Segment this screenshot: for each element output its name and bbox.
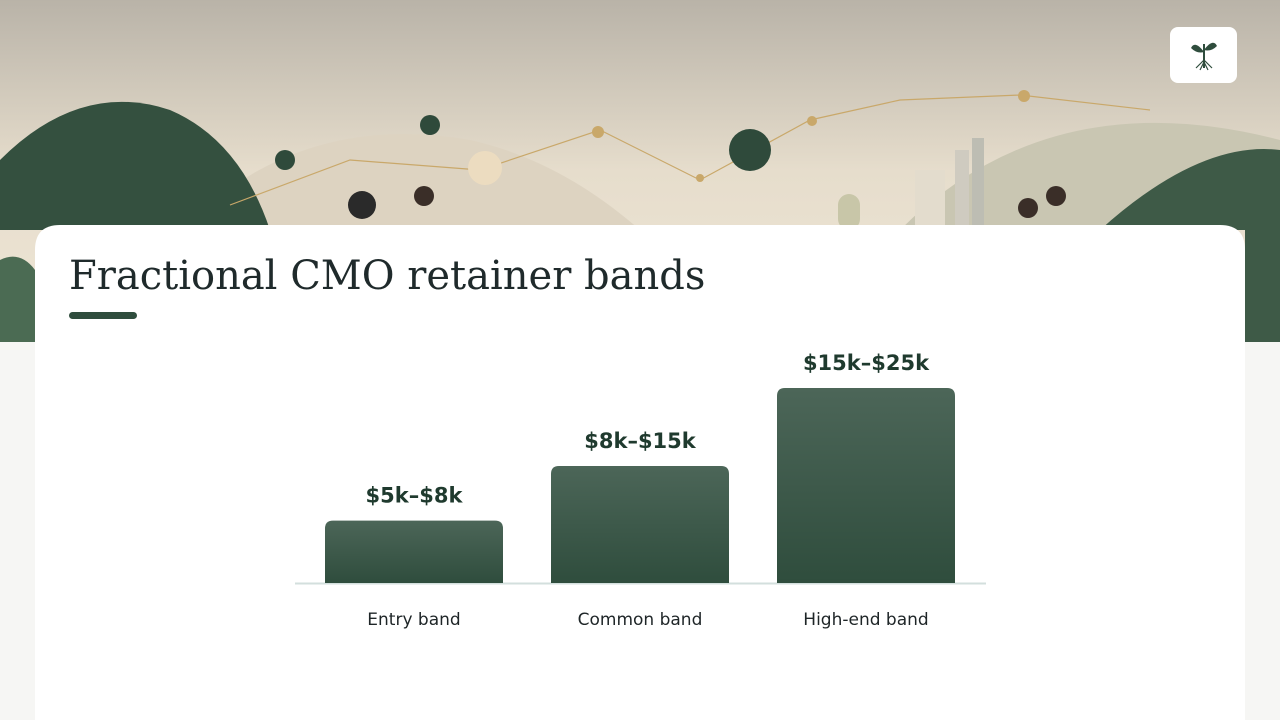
value-label: $8k–$15k — [584, 429, 697, 453]
x-tick-label: High-end band — [803, 610, 928, 630]
x-tick-label: Entry band — [367, 610, 460, 630]
logo[interactable] — [1170, 27, 1237, 83]
x-tick-label: Common band — [578, 610, 703, 630]
value-label: $5k–$8k — [366, 484, 464, 508]
bar-sheen — [325, 520, 503, 583]
bar-sheen — [777, 388, 955, 583]
title-underline — [69, 312, 137, 319]
chart-title: Fractional CMO retainer bands — [69, 253, 705, 299]
value-label: $15k–$25k — [803, 351, 930, 375]
bar-sheen — [551, 466, 729, 583]
